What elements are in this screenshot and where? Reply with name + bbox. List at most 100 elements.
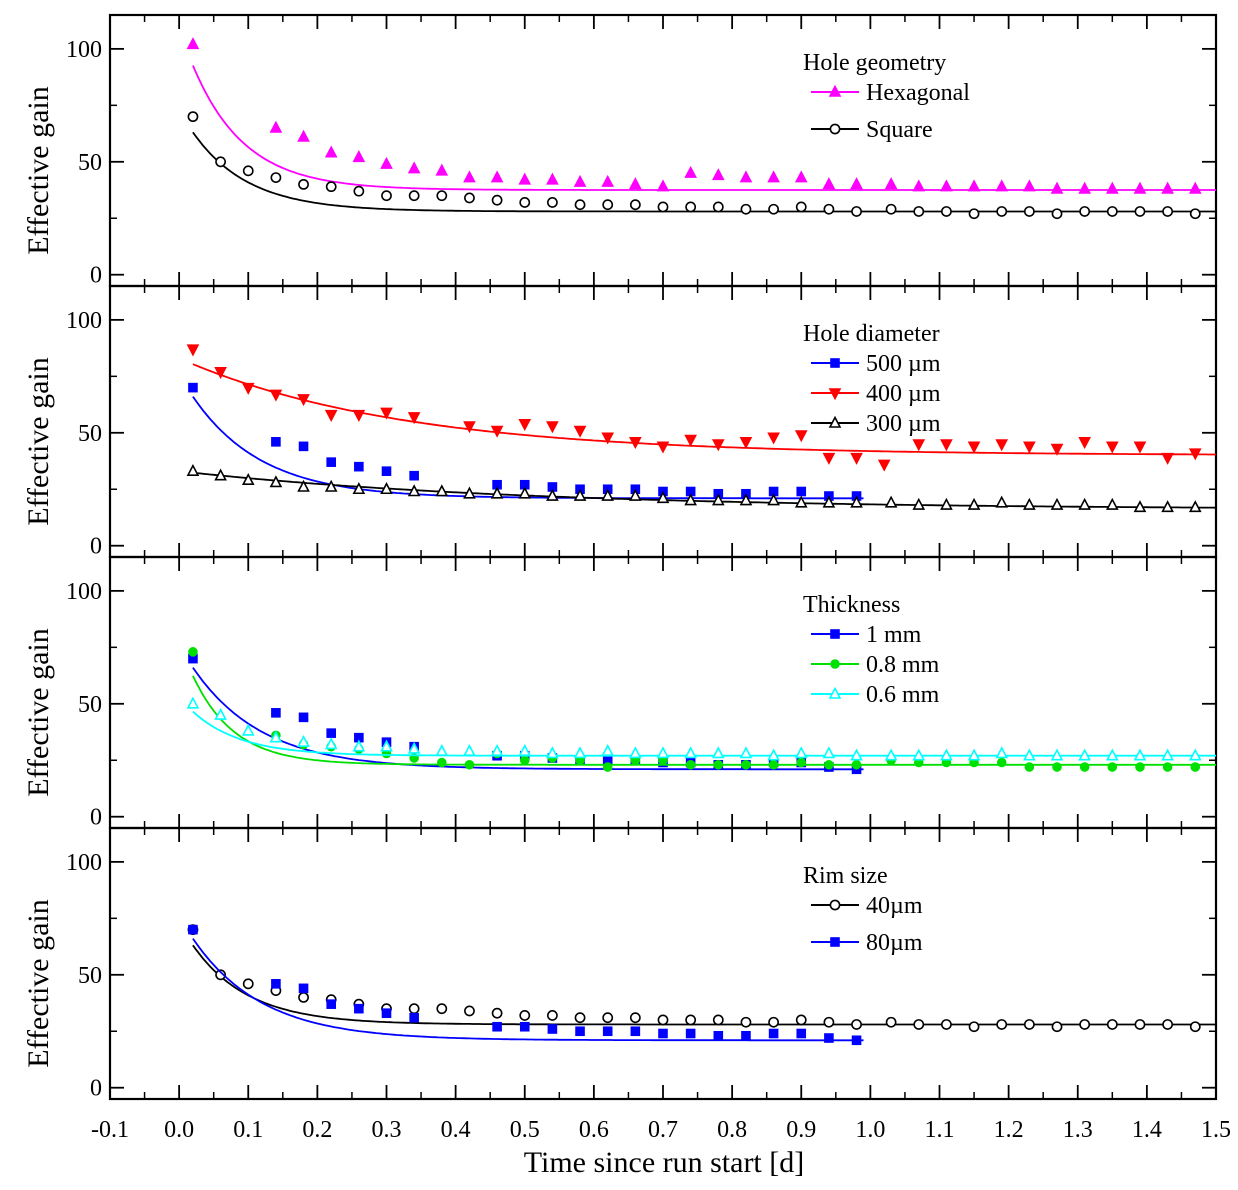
- data-point: [436, 190, 448, 202]
- data-point: [656, 179, 670, 192]
- data-point: [912, 439, 926, 452]
- data-point: [740, 203, 752, 215]
- data-point: [1079, 1019, 1091, 1030]
- data-point: [967, 441, 981, 454]
- data-point: [518, 172, 532, 185]
- data-point: [464, 192, 475, 204]
- fit-line: [192, 131, 1216, 213]
- data-point: [352, 409, 366, 422]
- legend-marker: [829, 899, 841, 911]
- data-point: [824, 1033, 834, 1043]
- data-point: [298, 712, 309, 723]
- data-point: [741, 1030, 751, 1041]
- data-point: [573, 174, 587, 187]
- data-point: [1161, 452, 1174, 465]
- data-point: [940, 179, 953, 192]
- x-tick-label: 0.3: [372, 1117, 402, 1143]
- data-point: [188, 382, 198, 393]
- data-point: [241, 382, 255, 395]
- data-point: [685, 201, 697, 213]
- data-point: [546, 172, 559, 185]
- data-point: [794, 495, 808, 508]
- panel-1: 0 50 100 Effective gain Hole geometry Hexagon…: [22, 13, 1218, 289]
- data-point: [967, 748, 981, 761]
- legend-label: 300 µm: [866, 411, 941, 437]
- data-point: [602, 762, 613, 772]
- data-point: [685, 759, 696, 770]
- panel-4: 0 50 100 Effective gain Rim size 40µm 80µm: [22, 826, 1218, 1102]
- data-point: [1161, 181, 1174, 194]
- data-point: [629, 177, 642, 190]
- data-point: [326, 728, 337, 738]
- data-point: [885, 203, 897, 215]
- data-point: [629, 437, 642, 450]
- legend-marker: [830, 937, 840, 947]
- data-point: [1162, 762, 1173, 772]
- data-point: [463, 486, 476, 499]
- data-point: [1189, 1021, 1201, 1033]
- x-tick-label: 0.6: [579, 1117, 609, 1143]
- panel-frame: [108, 826, 1218, 1101]
- data-point: [1050, 181, 1064, 194]
- data-point: [913, 206, 925, 217]
- data-point: [629, 488, 642, 501]
- x-tick-label: 0.4: [441, 1117, 471, 1143]
- data-point: [1162, 1019, 1174, 1030]
- data-point: [850, 495, 863, 508]
- data-point: [1079, 206, 1091, 217]
- data-point: [242, 165, 254, 177]
- series-2: [186, 344, 1216, 472]
- x-tick-label: 0.9: [786, 1117, 816, 1143]
- data-point: [884, 177, 898, 190]
- x-tick-label: 0.8: [717, 1117, 747, 1143]
- data-point: [1105, 497, 1119, 510]
- data-point: [1162, 206, 1174, 217]
- data-point: [884, 495, 898, 508]
- x-tick-label: -0.1: [91, 1117, 129, 1143]
- data-point: [297, 734, 310, 747]
- y-tick-label: 0: [90, 805, 102, 831]
- data-point: [242, 978, 254, 990]
- data-point: [436, 757, 447, 768]
- x-tick-label: 0.5: [510, 1117, 540, 1143]
- y-tick-label: 0: [90, 263, 102, 289]
- fit-line: [192, 944, 1216, 1026]
- data-point: [1023, 1019, 1035, 1030]
- data-point: [435, 743, 449, 757]
- data-point: [380, 739, 393, 752]
- data-point: [519, 197, 531, 208]
- data-point: [269, 120, 283, 133]
- data-point: [658, 1028, 668, 1039]
- data-point: [1105, 748, 1119, 761]
- data-point: [214, 367, 227, 380]
- data-point: [546, 746, 559, 759]
- data-point: [712, 1014, 724, 1026]
- data-point: [241, 472, 255, 486]
- data-point: [464, 1005, 475, 1017]
- series-3: [186, 696, 1216, 761]
- data-point: [214, 707, 227, 720]
- data-point: [491, 1007, 503, 1019]
- data-point: [630, 1026, 641, 1037]
- data-point: [601, 432, 615, 445]
- data-point: [629, 199, 641, 211]
- data-point: [684, 165, 697, 178]
- legend-label: 80µm: [866, 930, 923, 956]
- y-tick-label: 100: [66, 37, 102, 63]
- data-point: [967, 497, 981, 510]
- data-point: [186, 344, 200, 357]
- data-point: [1133, 441, 1147, 454]
- data-point: [519, 1021, 530, 1032]
- data-point: [352, 482, 366, 495]
- data-point: [407, 412, 421, 425]
- y-axis-label: Effective gain: [22, 899, 55, 1068]
- data-point: [1078, 437, 1091, 450]
- legend-marker: [830, 629, 840, 639]
- data-point: [491, 194, 503, 206]
- data-point: [940, 748, 953, 761]
- x-tick-label: 0.0: [164, 1117, 194, 1143]
- data-point: [269, 730, 283, 743]
- panel-frame: [108, 555, 1218, 830]
- data-point: [739, 170, 753, 183]
- data-point: [381, 190, 392, 202]
